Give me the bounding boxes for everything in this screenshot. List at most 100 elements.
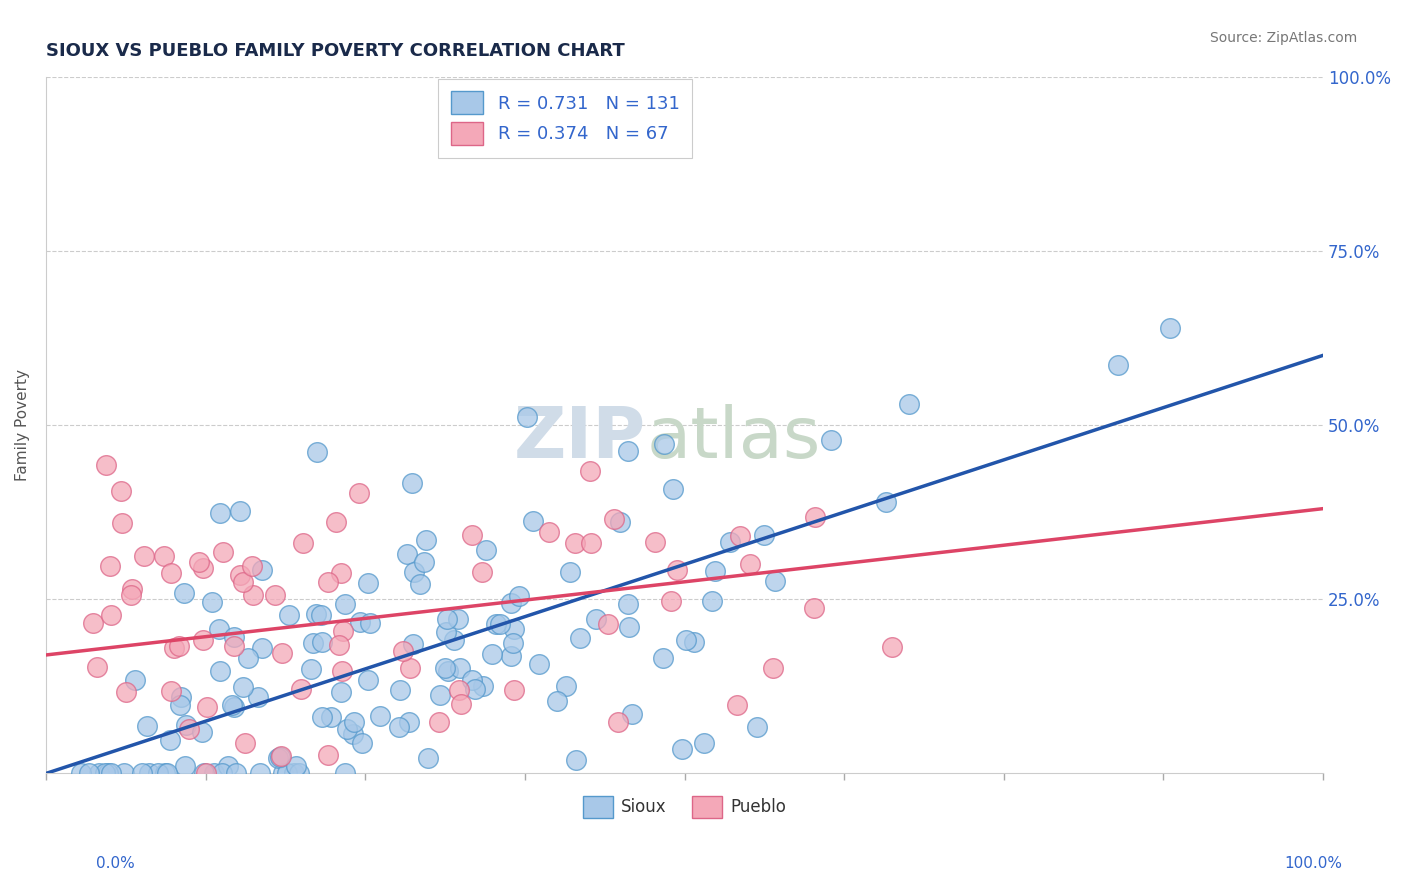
- Point: [352, 736, 374, 750]
- Point: [169, 690, 191, 704]
- Point: [447, 612, 470, 626]
- Point: [330, 566, 353, 581]
- Point: [330, 685, 353, 699]
- Point: [191, 633, 214, 648]
- Point: [211, 766, 233, 780]
- Point: [110, 483, 132, 498]
- Point: [502, 636, 524, 650]
- Point: [217, 759, 239, 773]
- Point: [191, 561, 214, 575]
- Point: [325, 515, 347, 529]
- Text: SIOUX VS PUEBLO FAMILY POVERTY CORRELATION CHART: SIOUX VS PUEBLO FAMILY POVERTY CORRELATI…: [46, 42, 624, 60]
- Point: [343, 715, 366, 730]
- Point: [585, 612, 607, 626]
- Point: [136, 719, 159, 733]
- Point: [100, 766, 122, 780]
- Point: [309, 607, 332, 622]
- Point: [357, 576, 380, 591]
- Point: [292, 535, 315, 549]
- Point: [307, 445, 329, 459]
- Point: [152, 549, 174, 563]
- Point: [191, 725, 214, 739]
- Point: [328, 638, 350, 652]
- Point: [156, 766, 179, 780]
- Point: [148, 766, 170, 780]
- Point: [434, 624, 457, 639]
- Point: [617, 597, 640, 611]
- Point: [311, 710, 333, 724]
- Point: [427, 714, 450, 729]
- Point: [581, 536, 603, 550]
- Point: [250, 641, 273, 656]
- Point: [401, 475, 423, 490]
- Point: [443, 633, 465, 648]
- Point: [661, 482, 683, 496]
- Point: [529, 657, 551, 671]
- Point: [671, 741, 693, 756]
- Point: [434, 661, 457, 675]
- Point: [208, 664, 231, 678]
- Point: [278, 608, 301, 623]
- Point: [112, 766, 135, 780]
- Point: [652, 650, 675, 665]
- Y-axis label: Family Poverty: Family Poverty: [15, 369, 30, 481]
- Point: [132, 549, 155, 563]
- Point: [333, 598, 356, 612]
- Point: [449, 682, 471, 697]
- Point: [194, 766, 217, 780]
- Point: [665, 563, 688, 577]
- Point: [803, 601, 825, 615]
- Point: [485, 616, 508, 631]
- Point: [402, 637, 425, 651]
- Point: [416, 751, 439, 765]
- Point: [388, 720, 411, 734]
- Point: [596, 617, 619, 632]
- Point: [316, 575, 339, 590]
- Point: [87, 766, 110, 780]
- Point: [408, 577, 430, 591]
- Point: [299, 662, 322, 676]
- Point: [242, 588, 264, 602]
- Point: [675, 632, 697, 647]
- Point: [449, 661, 471, 675]
- Point: [396, 547, 419, 561]
- Point: [429, 688, 451, 702]
- Point: [232, 680, 254, 694]
- Point: [464, 682, 486, 697]
- Point: [267, 751, 290, 765]
- Point: [229, 504, 252, 518]
- Point: [728, 529, 751, 543]
- Point: [169, 698, 191, 713]
- Point: [609, 515, 631, 529]
- Point: [330, 665, 353, 679]
- Point: [264, 588, 287, 602]
- Point: [169, 639, 191, 653]
- Point: [283, 766, 305, 780]
- Point: [159, 732, 181, 747]
- Point: [82, 615, 104, 630]
- Point: [271, 646, 294, 660]
- Point: [538, 524, 561, 539]
- Point: [179, 722, 201, 736]
- Text: atlas: atlas: [647, 404, 821, 474]
- Point: [228, 567, 250, 582]
- Point: [188, 555, 211, 569]
- Point: [288, 766, 311, 780]
- Legend: Sioux, Pueblo: Sioux, Pueblo: [576, 789, 793, 824]
- Point: [273, 766, 295, 780]
- Point: [752, 528, 775, 542]
- Point: [332, 624, 354, 638]
- Text: Source: ZipAtlas.com: Source: ZipAtlas.com: [1209, 31, 1357, 45]
- Point: [747, 720, 769, 734]
- Point: [209, 506, 232, 520]
- Point: [342, 727, 364, 741]
- Point: [370, 709, 392, 723]
- Point: [349, 615, 371, 630]
- Point: [820, 434, 842, 448]
- Point: [693, 735, 716, 749]
- Point: [499, 648, 522, 663]
- Point: [333, 766, 356, 780]
- Point: [224, 630, 246, 644]
- Point: [233, 736, 256, 750]
- Point: [659, 594, 682, 608]
